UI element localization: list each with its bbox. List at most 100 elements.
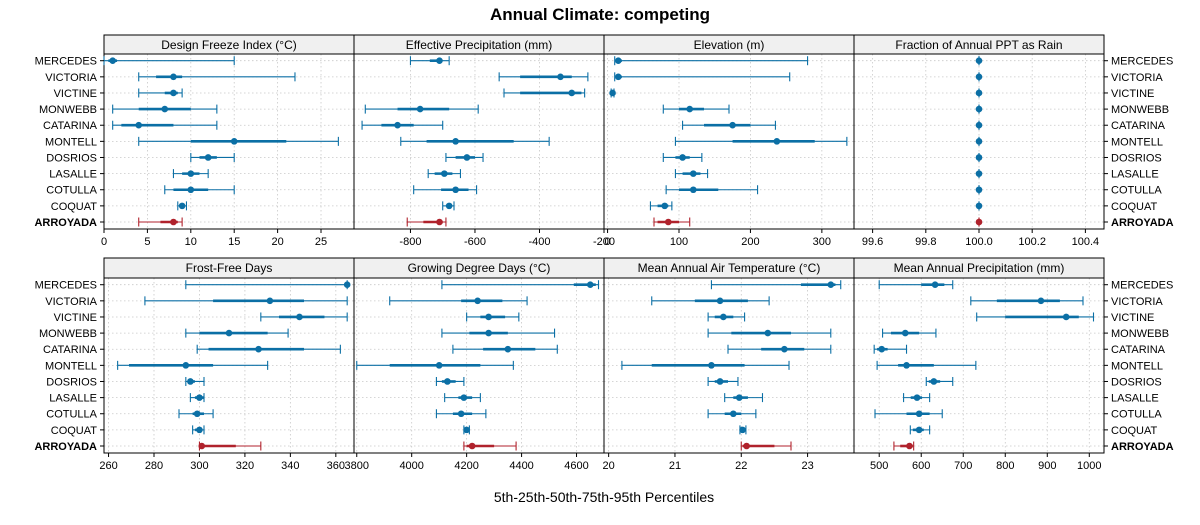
site-label-monwebb: MONWEBB (39, 104, 97, 116)
median-point (664, 218, 672, 226)
x-tick-label: 5 (144, 236, 150, 248)
interval-monwebb (112, 104, 218, 114)
x-tick-label: 200 (741, 236, 759, 248)
median-point (196, 394, 203, 401)
interval-victoria (389, 296, 528, 306)
site-label-monwebb: MONWEBB (1111, 328, 1169, 340)
interval-arroyada (198, 441, 262, 451)
panel-title: Mean Annual Precipitation (mm) (894, 261, 1065, 275)
interval-catarina (361, 120, 444, 130)
interval-montell (621, 360, 790, 370)
panel-frost-free-days: Frost-Free Days 260 280 300 320 340 360 ARROYAD… (34, 257, 355, 472)
x-tick-label: 4600 (564, 460, 588, 472)
site-label-monwebb: MONWEBB (39, 328, 97, 340)
median-point (187, 186, 195, 194)
interval-mercedes (975, 56, 983, 66)
panel-growing-degree-days-c: Growing Degree Days (°C) 3800 4000 4200 4400… (345, 257, 605, 472)
interval-catarina (727, 344, 832, 354)
x-tick-label: 360 (327, 460, 345, 472)
median-point (975, 89, 983, 97)
site-label-victoria: VICTORIA (1111, 72, 1163, 84)
site-label-montell: MONTELL (1111, 360, 1163, 372)
interval-coquat (649, 201, 673, 211)
interval-dosrios (185, 376, 205, 386)
x-tick-label: 0 (101, 236, 107, 248)
interval-cotulla (707, 409, 757, 419)
median-point (901, 329, 909, 337)
x-tick-label: 100 (670, 236, 688, 248)
median-point (170, 89, 177, 97)
interval-lasalle (444, 393, 481, 403)
site-label-montell: MONTELL (1111, 136, 1163, 148)
median-point (930, 378, 938, 385)
interval-arroyada (893, 441, 915, 451)
site-label-catarina: CATARINA (43, 120, 98, 132)
median-point (716, 378, 724, 385)
interval-coquat (463, 425, 470, 435)
interval-mercedes (710, 280, 842, 290)
x-tick-label: 4400 (509, 460, 533, 472)
x-tick-label: 320 (236, 460, 254, 472)
site-label-lasalle: LASALLE (49, 393, 97, 405)
interval-arroyada (406, 217, 447, 227)
median-point (435, 362, 443, 369)
interval-arroyada (653, 217, 691, 227)
median-point (661, 202, 669, 210)
interval-victine (138, 88, 183, 98)
median-point (614, 73, 622, 81)
interval-catarina (682, 120, 776, 130)
median-point (225, 329, 233, 337)
x-tick-label: 500 (870, 460, 888, 472)
median-point (915, 426, 923, 434)
x-tick-label: 260 (99, 460, 117, 472)
interval-cotulla (874, 409, 943, 419)
median-point (614, 57, 622, 65)
median-point (296, 313, 303, 321)
x-tick-label: 600 (912, 460, 930, 472)
x-tick-label: 21 (669, 460, 681, 472)
x-tick-label: 100.2 (1018, 236, 1046, 248)
median-point (196, 426, 203, 434)
x-tick-label: 4200 (454, 460, 478, 472)
site-label-dosrios: DOSRIOS (1111, 152, 1162, 164)
median-point (764, 329, 772, 337)
interval-mercedes (441, 280, 600, 290)
interval-montell (117, 360, 269, 370)
site-label-mercedes: MERCEDES (1111, 56, 1173, 68)
interval-coquat (192, 425, 205, 435)
interval-coquat (975, 201, 983, 211)
site-label-cotulla: COTULLA (1111, 409, 1162, 421)
median-point (394, 121, 401, 129)
site-label-montell: MONTELL (45, 136, 97, 148)
panel-mean-annual-precipitation-mm: Mean Annual Precipitation (mm) 500 600 700 8… (853, 257, 1174, 472)
site-label-mercedes: MERCEDES (35, 56, 97, 68)
interval-cotulla (975, 185, 983, 195)
median-point (504, 345, 512, 353)
interval-victoria (138, 72, 296, 82)
interval-victine (609, 88, 616, 98)
panel-mean-annual-air-temperature-c: Mean Annual Air Temperature (°C) 20 21 22 23 (603, 257, 855, 472)
interval-arroyada (975, 217, 983, 227)
median-point (773, 138, 781, 145)
median-point (444, 378, 451, 385)
median-point (436, 218, 443, 226)
x-tick-label: 25 (315, 236, 327, 248)
median-point (1062, 313, 1070, 321)
median-point (729, 121, 736, 129)
median-point (204, 154, 212, 161)
site-label-dosrios: DOSRIOS (46, 376, 97, 388)
interval-montell (400, 136, 550, 146)
median-point (266, 297, 274, 305)
panel-fraction-of-annual-ppt-as-rain: Fraction of Annual PPT as Rain 99.6 99.8 10… (853, 34, 1174, 248)
x-tick-label: 300 (813, 236, 831, 248)
interval-victine (707, 312, 746, 322)
x-tick-label: -800 (399, 236, 421, 248)
median-point (230, 138, 238, 145)
median-point (689, 170, 697, 177)
site-label-cotulla: COTULLA (1111, 185, 1162, 197)
median-point (468, 442, 476, 450)
site-label-victoria: VICTORIA (1111, 296, 1163, 308)
interval-catarina (975, 120, 983, 130)
median-point (557, 73, 564, 81)
median-point (109, 57, 116, 65)
